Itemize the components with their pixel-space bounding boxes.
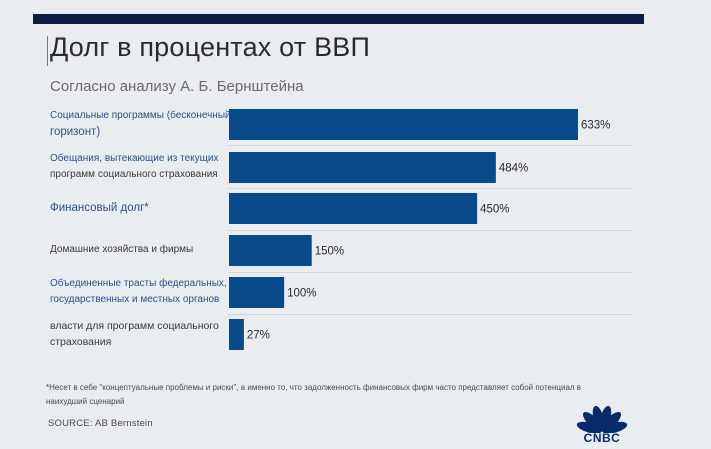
source-credit: SOURCE: AB Bernstein [48,418,153,429]
category-label-line: страхования [50,336,112,348]
bar [229,235,312,266]
footnote-line: наихудший сценарий [46,397,125,406]
row-divider [228,314,632,315]
bar-value-label: 450% [480,204,509,216]
category-label-line: горизонт) [50,126,101,138]
bar [229,319,244,350]
top-accent-bar [33,14,644,24]
category-label-line: Социальные программы (бесконечный [50,110,231,121]
title-cursor-line [47,36,48,66]
category-label-line: Объединенные трасты федеральных, [50,278,227,289]
category-label-promises: Обещания, вытекающие из текущих программ… [50,151,225,183]
logo-text: CNBC [583,431,621,445]
footnote-line: *Несет в себе "концептуальные проблемы и… [46,383,582,392]
bar [229,193,478,224]
cnbc-logo: CNBC [570,401,634,447]
bar-value-label: 27% [247,330,270,342]
category-label-social-programs: Социальные программы (бесконечный горизо… [50,108,231,140]
bar-value-label: 150% [315,246,344,258]
category-label-line: власти для программ социального [50,320,219,332]
bar [229,152,496,183]
row-divider [228,145,632,146]
bar-value-label: 633% [581,120,610,132]
category-label-trusts: Объединенные трасты федеральных, государ… [50,276,227,308]
peacock-icon [576,405,628,434]
bar [229,277,285,308]
category-label-line: Финансовый долг* [50,202,149,214]
category-label-financial-debt: Финансовый долг* [50,200,225,216]
row-divider [228,188,632,189]
category-label-line: программ социального страхования [50,169,218,180]
row-divider [228,230,632,231]
bar [229,109,578,140]
row-divider [228,272,632,273]
category-label-line: Домашние хозяйства и фирмы [50,244,194,255]
category-label-authorities: власти для программ социального страхова… [50,318,225,350]
category-label-line: Обещания, вытекающие из текущих [50,153,219,164]
category-label-line: государственных и местных органов [50,294,220,305]
chart-subtitle: Согласно анализу А. Б. Бернштейна [50,78,304,95]
bar-value-label: 484% [499,163,528,175]
footnote: *Несет в себе "концептуальные проблемы и… [46,381,606,409]
category-label-households: Домашние хозяйства и фирмы [50,242,225,258]
bar-value-label: 100% [287,288,316,300]
chart-title: Долг в процентах от ВВП [50,32,371,62]
